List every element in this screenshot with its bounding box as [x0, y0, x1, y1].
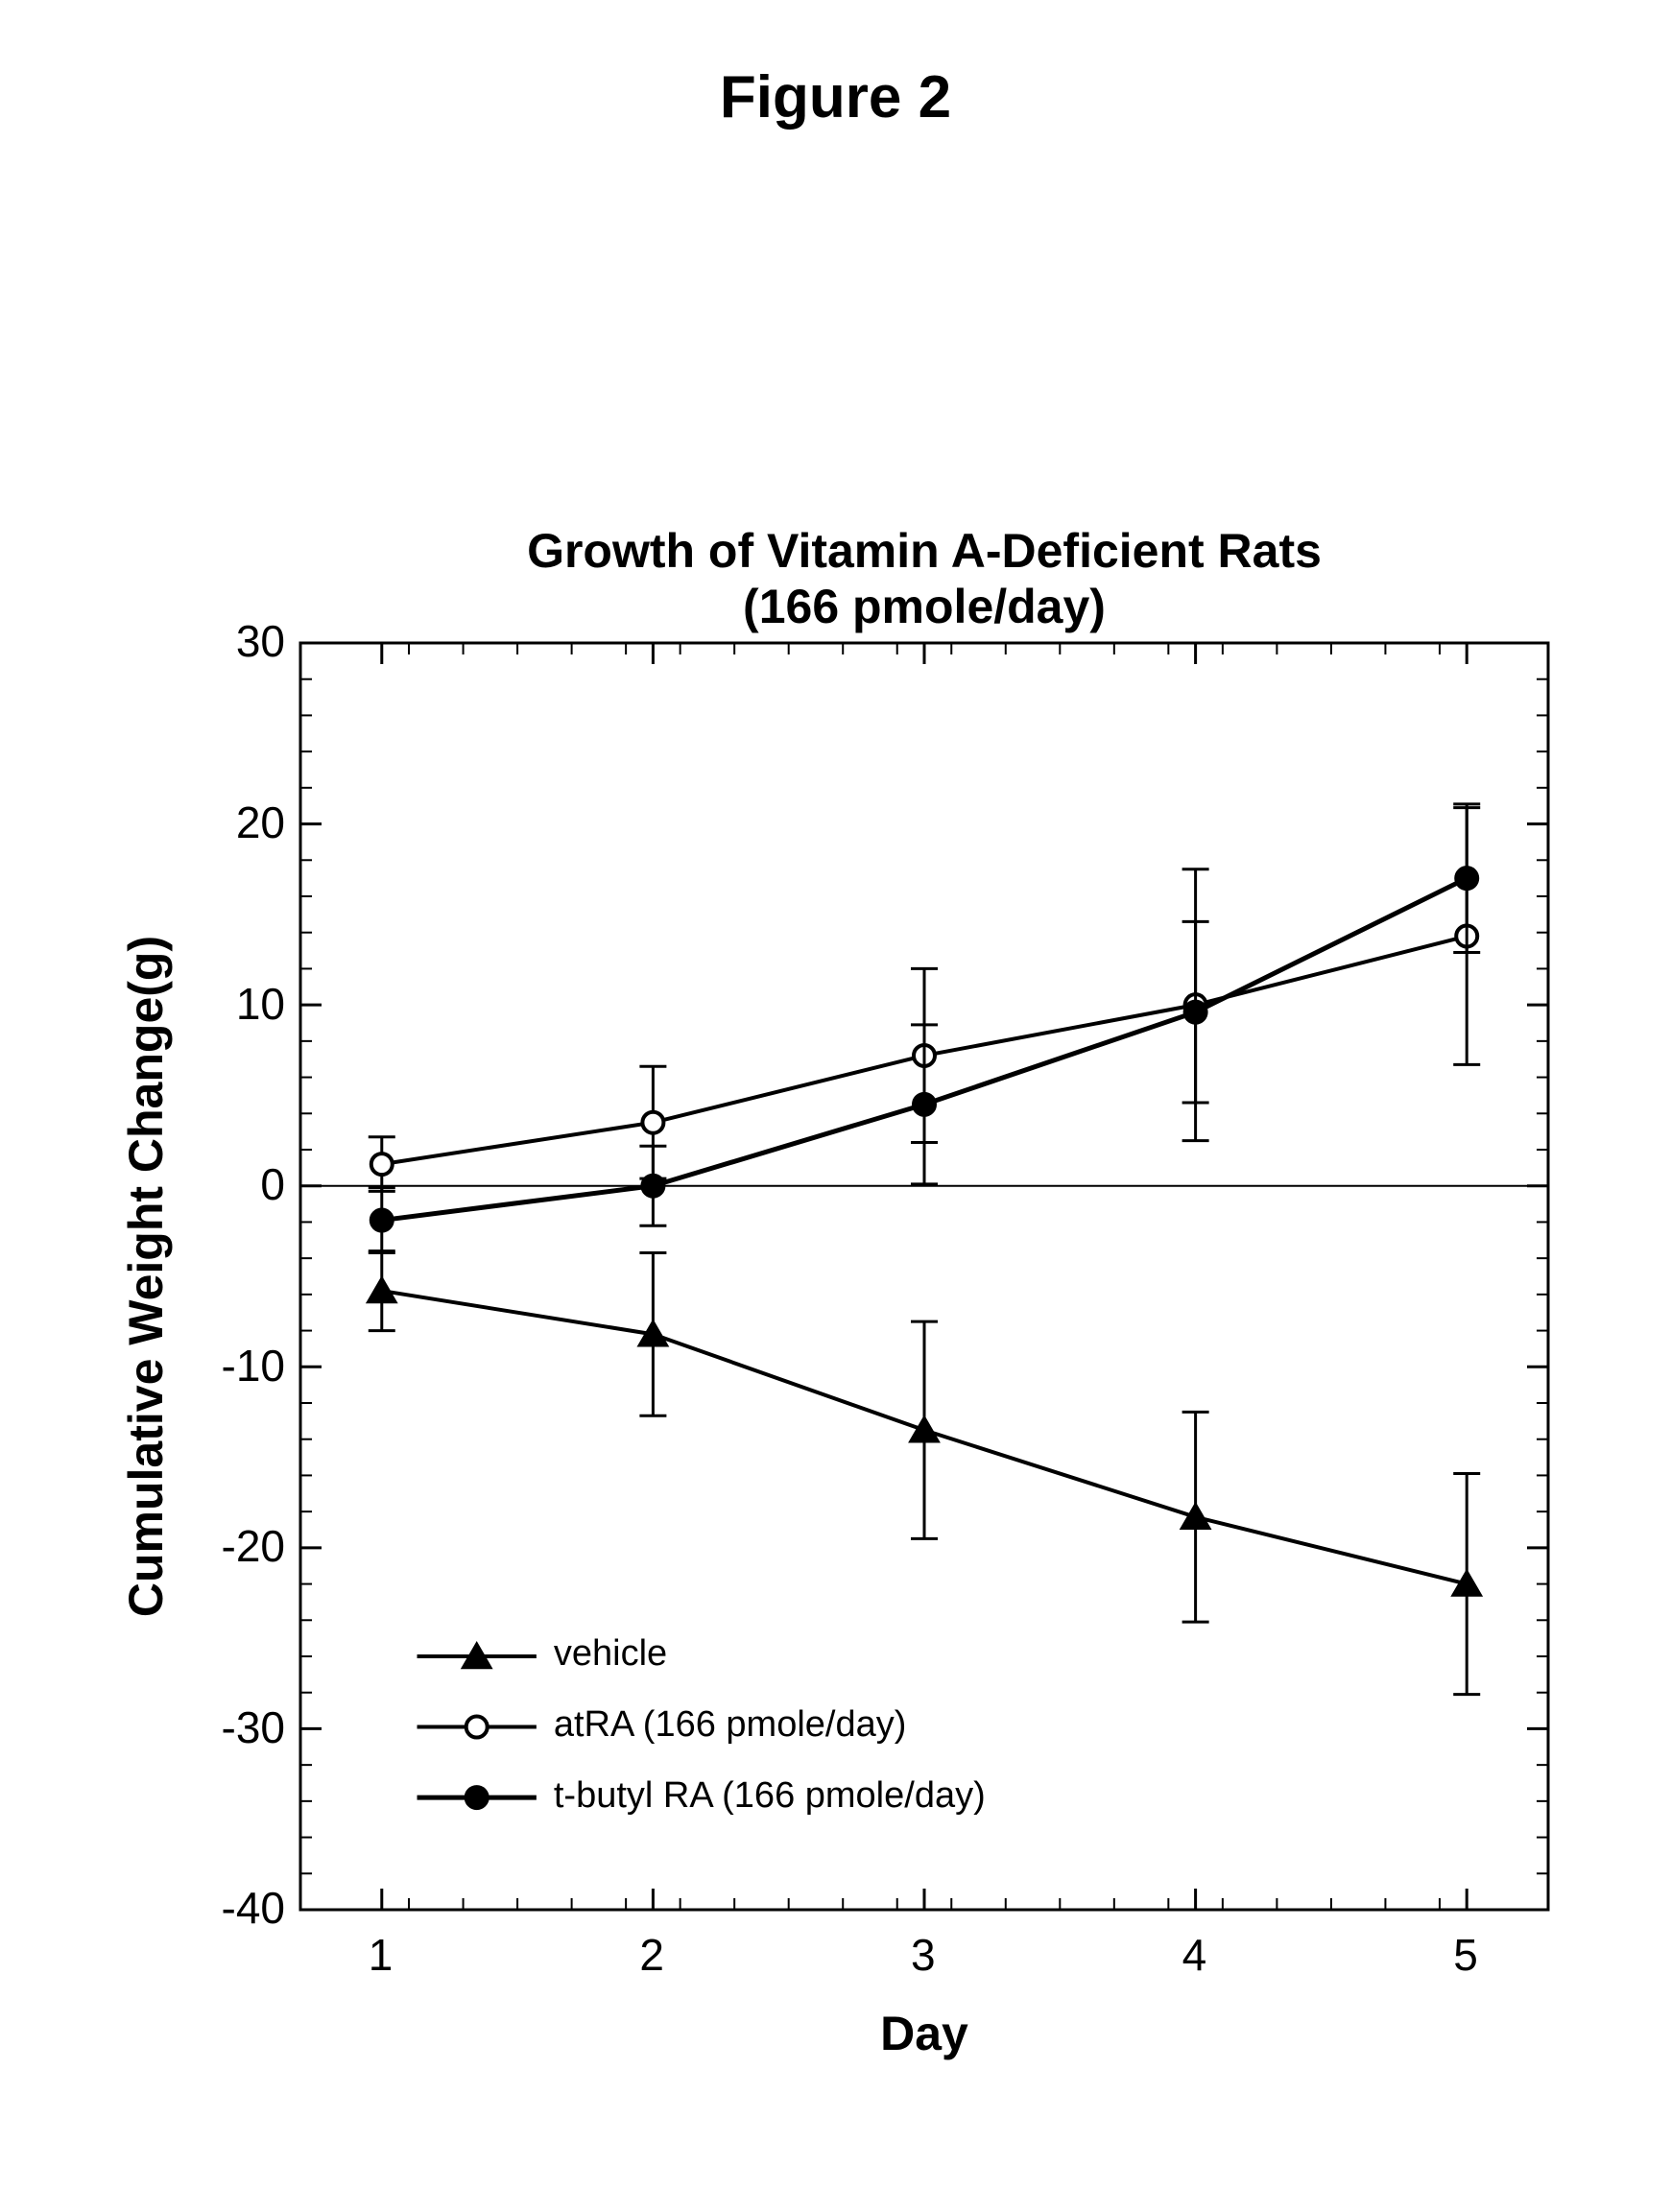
x-tick-label: 2	[639, 1929, 664, 1981]
y-tick-label: 20	[236, 797, 285, 848]
y-tick-label: 30	[236, 615, 285, 667]
y-axis-label: Cumulative Weight Change(g)	[118, 643, 174, 1910]
x-tick-label: 3	[911, 1929, 936, 1981]
y-tick-label: 0	[260, 1158, 285, 1210]
x-tick-label: 4	[1182, 1929, 1207, 1981]
y-tick-label: -20	[222, 1520, 285, 1572]
y-tick-label: -40	[222, 1882, 285, 1934]
x-axis-label: Day	[300, 2006, 1548, 2061]
figure-label: Figure 2	[0, 63, 1671, 131]
chart-plot	[224, 566, 1625, 1986]
legend-item-label: vehicle	[554, 1633, 667, 1675]
y-tick-label: 10	[236, 978, 285, 1030]
y-tick-label: -30	[222, 1701, 285, 1753]
x-tick-label: 5	[1453, 1929, 1478, 1981]
y-tick-label: -10	[222, 1340, 285, 1391]
x-tick-label: 1	[369, 1929, 394, 1981]
legend-item-label: atRA (166 pmole/day)	[554, 1704, 907, 1746]
legend-item-label: t-butyl RA (166 pmole/day)	[554, 1775, 986, 1817]
page: Figure 2 Growth of Vitamin A-Deficient R…	[0, 0, 1671, 2212]
